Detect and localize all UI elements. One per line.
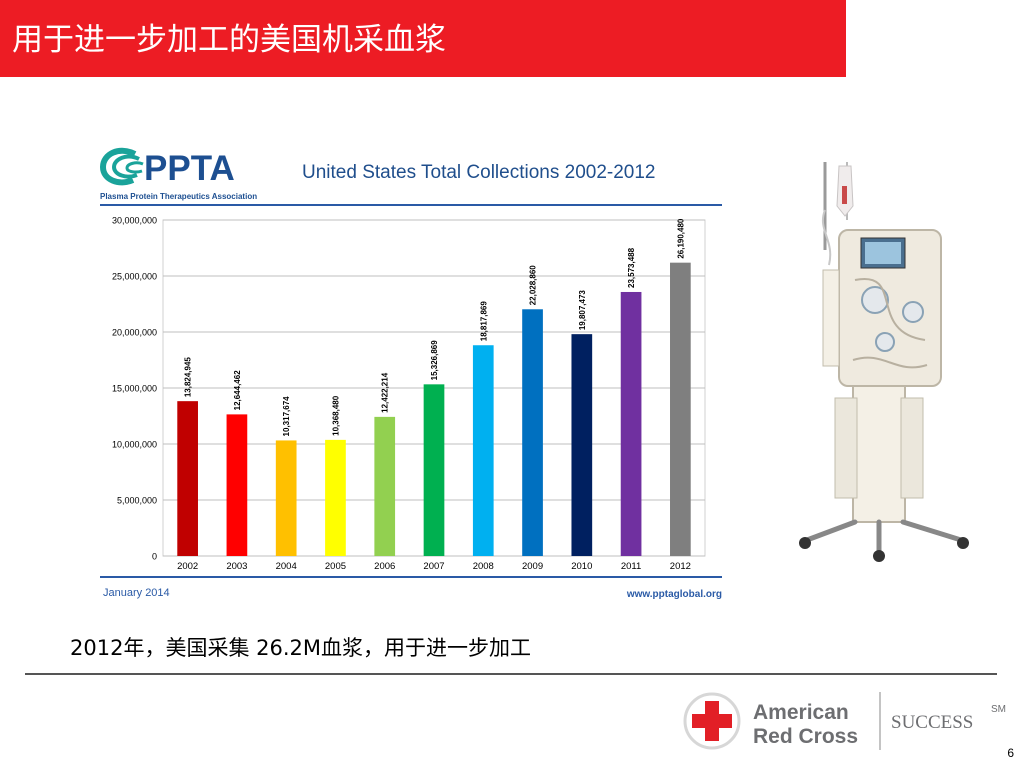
collections-chart: PPTA Plasma Protein Therapeutics Associa… xyxy=(99,147,722,600)
y-tick-label: 5,000,000 xyxy=(117,496,157,506)
bar-2004 xyxy=(275,440,297,556)
slide-title: 用于进一步加工的美国机采血浆 xyxy=(12,22,446,58)
bar-2011 xyxy=(620,291,642,556)
org-full-name: Plasma Protein Therapeutics Association xyxy=(100,192,257,201)
data-label-2003: 12,644,462 xyxy=(233,370,242,411)
bar-2003 xyxy=(226,414,248,556)
y-tick-label: 10,000,000 xyxy=(112,440,157,450)
x-tick-label: 2002 xyxy=(177,561,198,572)
service-mark: SM xyxy=(991,704,1006,715)
y-tick-label: 25,000,000 xyxy=(112,272,157,282)
x-tick-label: 2008 xyxy=(473,561,494,572)
x-tick-label: 2007 xyxy=(423,561,444,572)
plasmapheresis-machine-image xyxy=(799,162,969,562)
chart-panel: PPTA Plasma Protein Therapeutics Associa… xyxy=(97,140,729,606)
x-tick-label: 2009 xyxy=(522,561,543,572)
y-tick-label: 15,000,000 xyxy=(112,384,157,394)
data-label-2009: 22,028,860 xyxy=(529,265,538,306)
data-label-2005: 10,368,480 xyxy=(331,395,340,436)
website-link[interactable]: www.pptaglobal.org xyxy=(626,589,722,600)
footer-divider xyxy=(25,673,997,675)
bar-2005 xyxy=(325,439,346,556)
x-tick-label: 2011 xyxy=(621,561,641,572)
x-tick-label: 2010 xyxy=(571,561,592,572)
data-label-2008: 18,817,869 xyxy=(479,301,488,342)
data-label-2004: 10,317,674 xyxy=(282,396,291,437)
title-bar: 用于进一步加工的美国机采血浆 xyxy=(0,0,846,77)
chart-title: United States Total Collections 2002-201… xyxy=(302,162,656,183)
x-tick-label: 2004 xyxy=(276,561,297,572)
logo-line-2: Red Cross xyxy=(753,725,858,748)
page-number: 6 xyxy=(1007,746,1014,760)
bar-2002 xyxy=(177,401,198,556)
data-label-2007: 15,326,869 xyxy=(430,340,439,381)
bar-2009 xyxy=(522,309,543,556)
bar-2008 xyxy=(472,345,494,556)
data-label-2002: 13,824,945 xyxy=(184,357,193,398)
x-tick-label: 2005 xyxy=(325,561,346,572)
slide-caption: 2012年，美国采集 26.2M血浆，用于进一步加工 xyxy=(70,636,531,660)
x-tick-label: 2006 xyxy=(374,561,395,572)
bar-2010 xyxy=(571,334,593,556)
bar-2006 xyxy=(374,416,396,556)
data-label-2012: 26,190,480 xyxy=(676,218,685,259)
x-tick-label: 2012 xyxy=(670,561,691,572)
logo-line-1: American xyxy=(753,701,849,724)
data-label-2010: 19,807,473 xyxy=(578,290,587,331)
plot-area: 0 5,000,000 10,000,000 15,000,000 20,000,000… xyxy=(112,216,706,572)
y-tick-label: 0 xyxy=(152,552,157,562)
y-tick-label: 20,000,000 xyxy=(112,328,157,338)
org-acronym: PPTA xyxy=(144,149,235,188)
ppta-logo: PPTA Plasma Protein Therapeutics Associa… xyxy=(99,147,257,201)
ppta-swirl-icon xyxy=(99,147,144,186)
red-cross-success-logo: American Red Cross SUCCESS SM xyxy=(683,692,1006,750)
bar-2012 xyxy=(670,262,691,556)
data-label-2006: 12,422,214 xyxy=(381,372,390,413)
bar-2007 xyxy=(423,384,445,556)
y-tick-label: 30,000,000 xyxy=(112,216,157,226)
data-label-2011: 23,573,488 xyxy=(627,247,636,288)
date-note: January 2014 xyxy=(103,587,170,599)
x-tick-label: 2003 xyxy=(226,561,247,572)
success-tagline: SUCCESS xyxy=(891,712,973,733)
